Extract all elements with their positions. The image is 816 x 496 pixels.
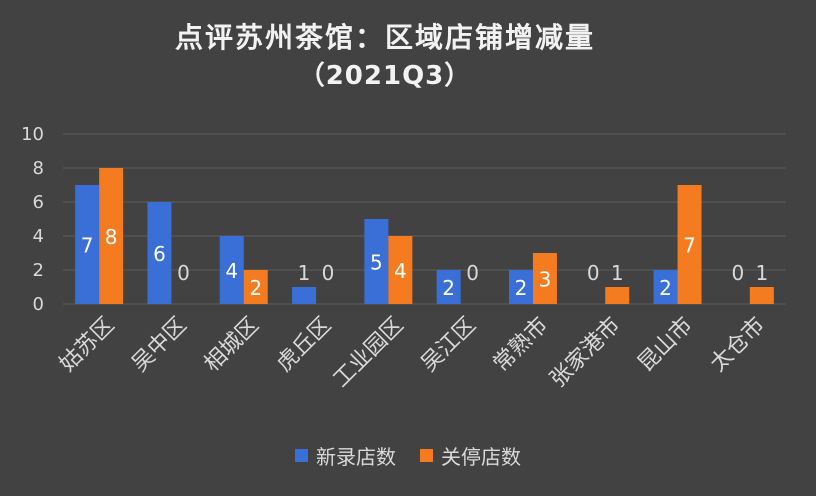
data-label-new-0: 7 [81, 234, 94, 258]
x-tick-label-6: 常熟市 [489, 313, 553, 377]
legend-swatch-new-stores [295, 449, 308, 462]
bar-closed-6 [532, 253, 557, 304]
data-label-new-3: 1 [298, 261, 311, 285]
data-label-closed-2: 2 [249, 276, 262, 300]
bar-new-1 [147, 202, 172, 304]
data-label-new-4: 5 [370, 251, 383, 275]
data-label-new-8: 2 [659, 276, 672, 300]
x-tick-label-4: 工业园区 [329, 313, 409, 393]
bar-new-6 [508, 270, 533, 304]
data-label-closed-9: 1 [755, 261, 768, 285]
data-label-closed-7: 1 [611, 261, 624, 285]
data-label-new-1: 6 [153, 242, 166, 266]
y-tick-label-0: 0 [33, 294, 44, 315]
data-label-closed-8: 7 [683, 234, 696, 258]
data-label-new-6: 2 [515, 276, 528, 300]
x-tick-label-8: 昆山市 [633, 313, 697, 377]
x-tick-label-7: 张家港市 [546, 313, 626, 393]
bar-closed-4 [388, 236, 413, 304]
legend: 新录店数 关停店数 [0, 441, 816, 470]
bar-new-3 [292, 287, 317, 304]
x-tick-label-0: 姑苏区 [55, 313, 119, 377]
bar-new-0 [75, 185, 100, 304]
chart-subtitle: （2021Q3） [298, 61, 472, 91]
x-tick-label-2: 相城区 [200, 313, 264, 377]
legend-label-new-stores: 新录店数 [316, 445, 396, 469]
data-label-new-7: 0 [587, 261, 600, 285]
bar-closed-0 [99, 168, 124, 304]
bar-closed-2 [243, 270, 268, 304]
data-label-closed-1: 0 [177, 261, 190, 285]
legend-swatch-closed-stores [420, 449, 433, 462]
chart-title: 点评苏州茶馆：区域店铺增减量 [174, 21, 595, 54]
y-tick-label-10: 10 [21, 124, 44, 145]
data-label-closed-6: 3 [539, 268, 552, 292]
x-tick-label-3: 虎丘区 [272, 313, 336, 377]
data-label-closed-5: 0 [466, 261, 479, 285]
legend-label-closed-stores: 关停店数 [441, 445, 521, 469]
y-tick-label-4: 4 [33, 226, 44, 247]
data-label-closed-0: 8 [105, 225, 118, 249]
bar-closed-7 [605, 287, 630, 304]
data-label-closed-3: 0 [322, 261, 335, 285]
y-tick-label-2: 2 [33, 260, 44, 281]
data-label-new-5: 2 [442, 276, 455, 300]
y-tick-label-8: 8 [33, 158, 44, 179]
bar-new-5 [436, 270, 461, 304]
x-tick-label-5: 吴江区 [417, 313, 481, 377]
bar-closed-9 [749, 287, 774, 304]
x-tick-label-1: 吴中区 [127, 313, 191, 377]
bar-new-2 [219, 236, 244, 304]
data-label-closed-4: 4 [394, 259, 407, 283]
legend-item-new-stores: 新录店数 [295, 441, 396, 470]
bar-new-4 [364, 219, 389, 304]
bar-new-8 [653, 270, 678, 304]
legend-item-closed-stores: 关停店数 [420, 441, 521, 470]
bar-closed-8 [677, 185, 702, 304]
y-tick-label-6: 6 [33, 192, 44, 213]
data-label-new-9: 0 [731, 261, 744, 285]
x-tick-label-9: 太仓市 [706, 313, 770, 377]
data-label-new-2: 4 [225, 259, 238, 283]
